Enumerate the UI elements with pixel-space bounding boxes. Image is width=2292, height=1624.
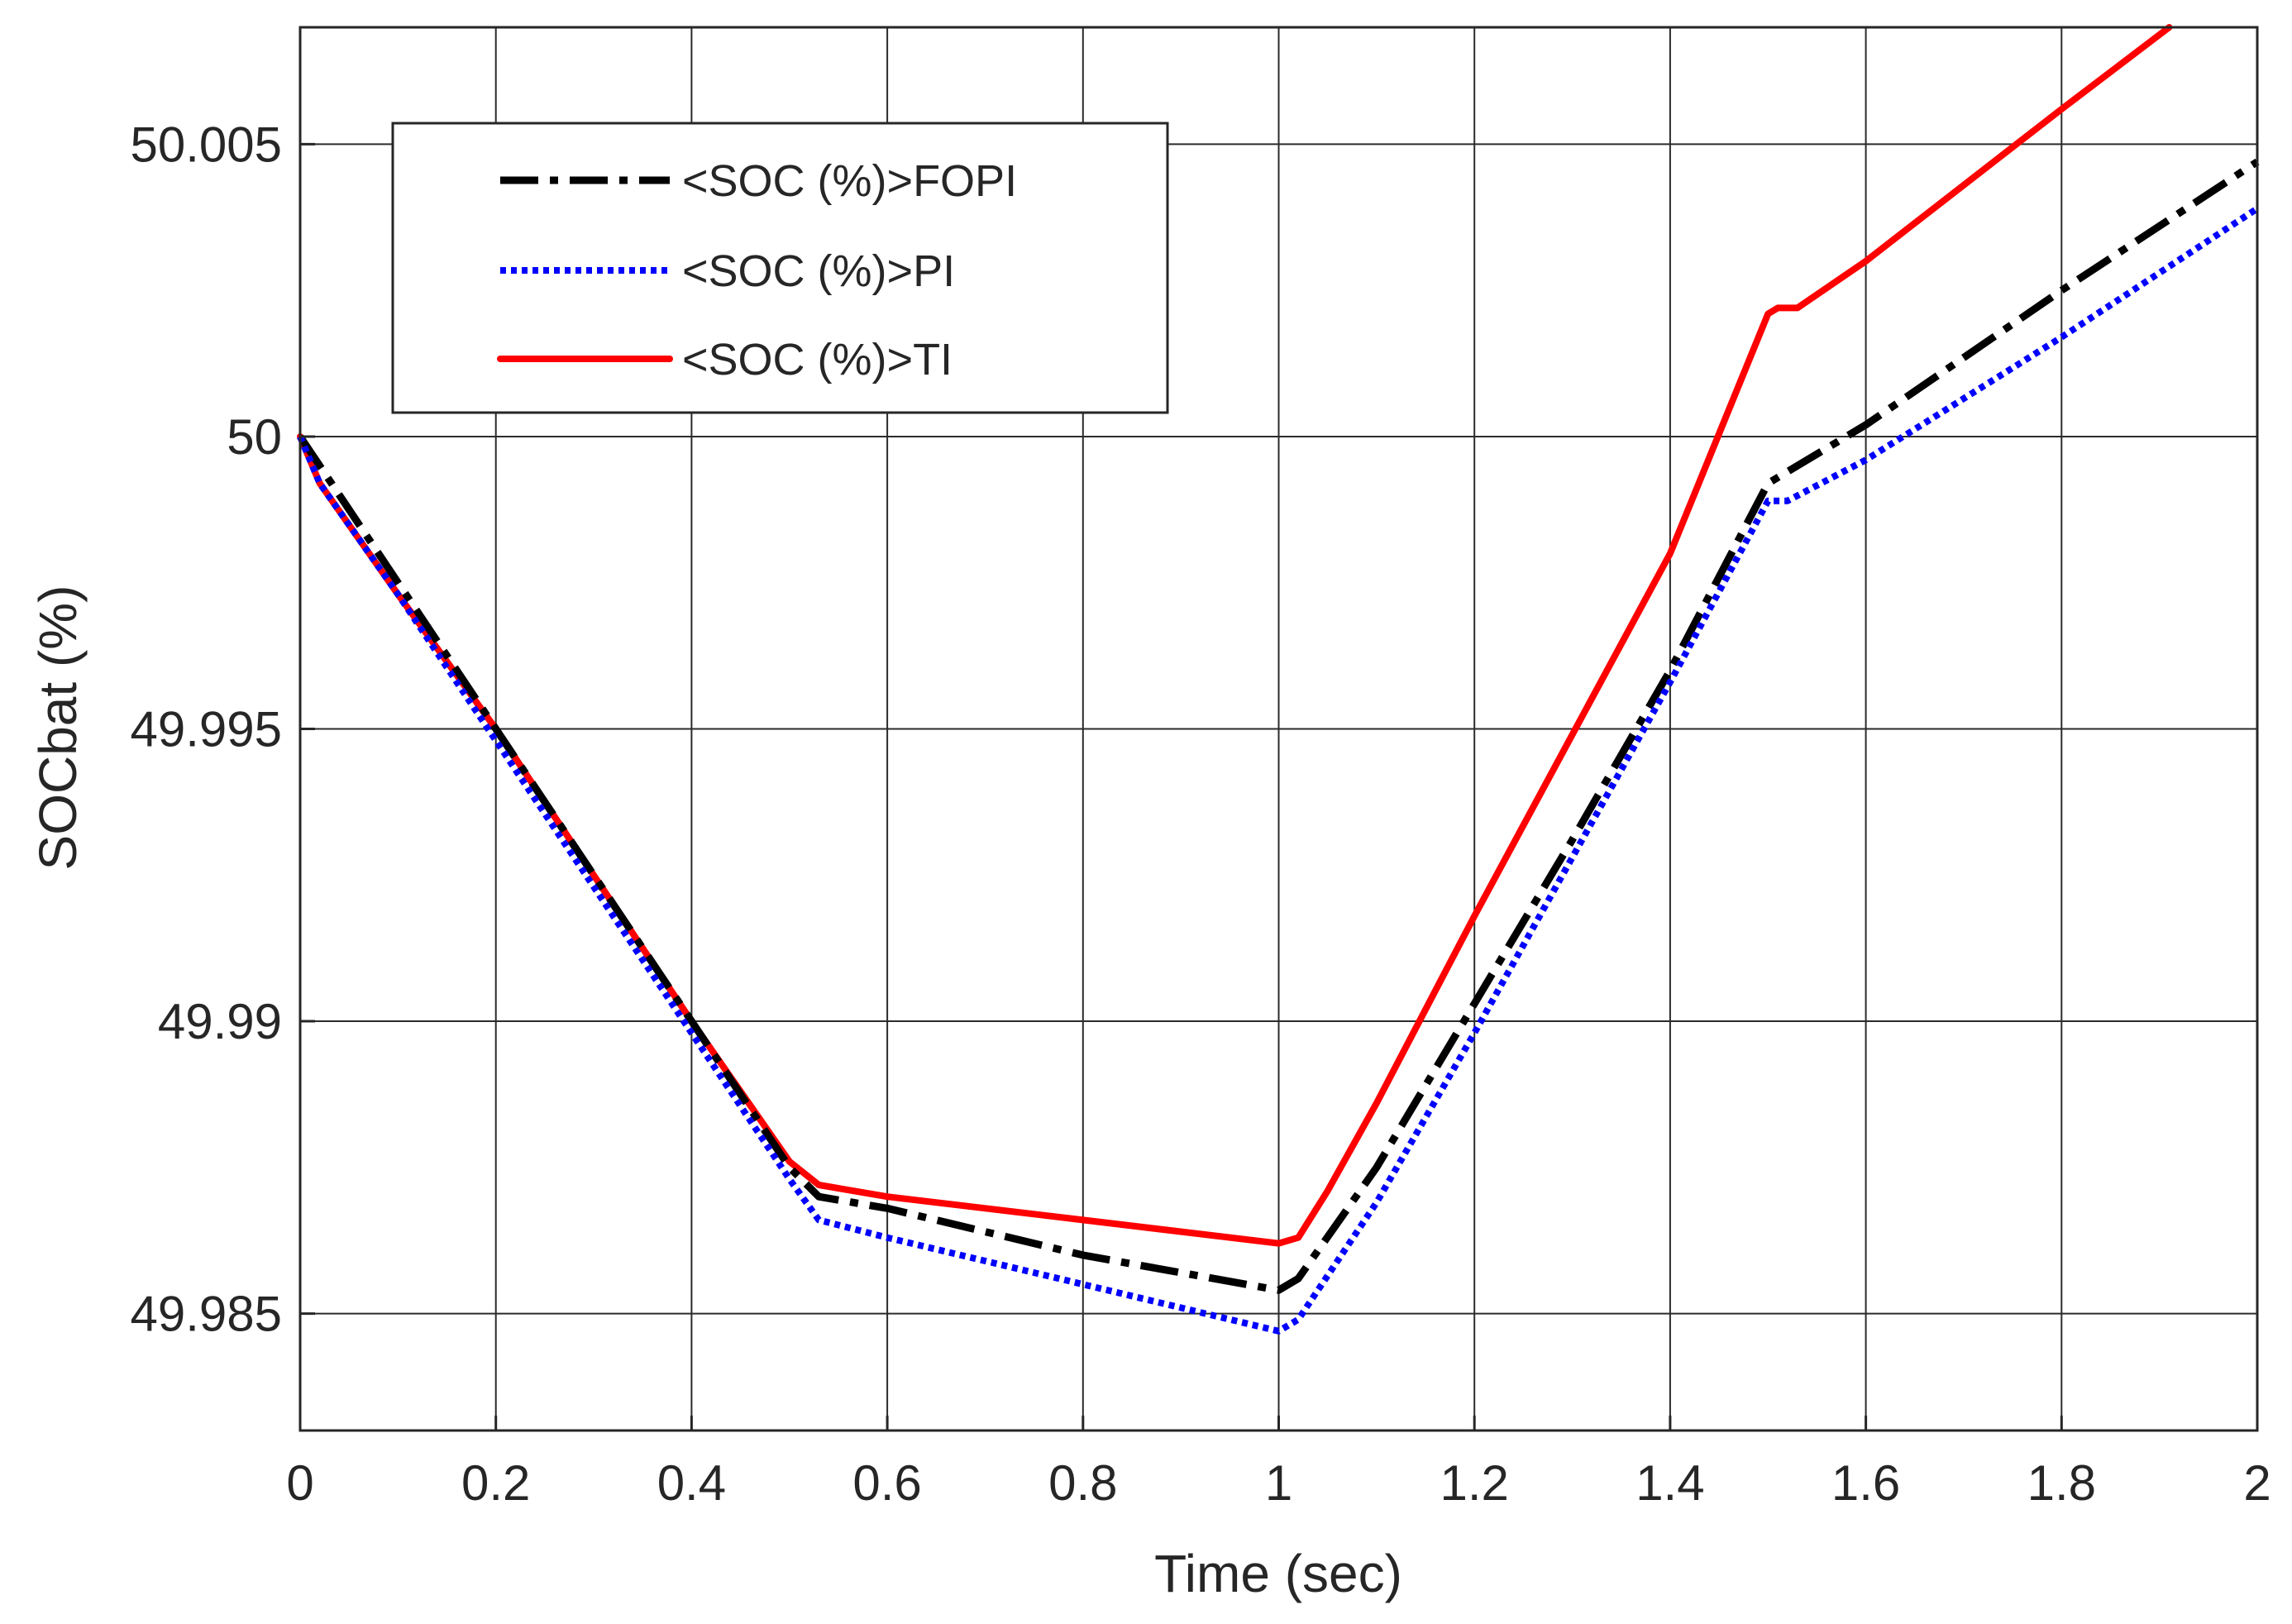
- x-tick-label: 1.4: [1635, 1455, 1704, 1511]
- series-line-soc-fopi: [297, 158, 2260, 1294]
- x-tick-label: 1.8: [2027, 1455, 2096, 1511]
- tick-labels: 0 0.2 0.4 0.6 0.8 1 1.2 1.4 1.6 1.8 2 49.985 49.99 49…: [130, 117, 2271, 1511]
- x-tick-label: 0: [286, 1455, 313, 1511]
- x-tick-label: 0.6: [852, 1455, 921, 1511]
- x-tick-label: 1.6: [1831, 1455, 1900, 1511]
- x-tick-label: 0.4: [657, 1455, 726, 1511]
- y-tick-label: 50: [227, 409, 282, 465]
- x-axis-title: Time (sec): [1154, 1544, 1402, 1603]
- y-tick-label: 49.985: [130, 1287, 282, 1342]
- legend-label-pi: <SOC (%)>PI: [682, 246, 955, 296]
- y-tick-label: 49.99: [158, 994, 282, 1049]
- legend-label-ti: <SOC (%)>TI: [682, 335, 953, 385]
- series-lines: [297, 24, 2260, 1335]
- y-tick-label: 49.995: [130, 702, 282, 757]
- legend: <SOC (%)>FOPI <SOC (%)>PI <SOC (%)>TI: [391, 122, 1169, 414]
- legend-label-fopi: <SOC (%)>FOPI: [682, 156, 1017, 206]
- y-tick-label: 50.005: [130, 117, 282, 172]
- x-tick-label: 2: [2243, 1455, 2271, 1511]
- x-tick-label: 0.8: [1048, 1455, 1117, 1511]
- series-line-soc-pi: [297, 205, 2260, 1335]
- x-tick-label: 0.2: [461, 1455, 530, 1511]
- grid-lines: [300, 27, 2257, 1431]
- x-tick-label: 1: [1265, 1455, 1292, 1511]
- x-tick-label: 1.2: [1440, 1455, 1508, 1511]
- y-axis-title: SOCbat (%): [28, 585, 88, 871]
